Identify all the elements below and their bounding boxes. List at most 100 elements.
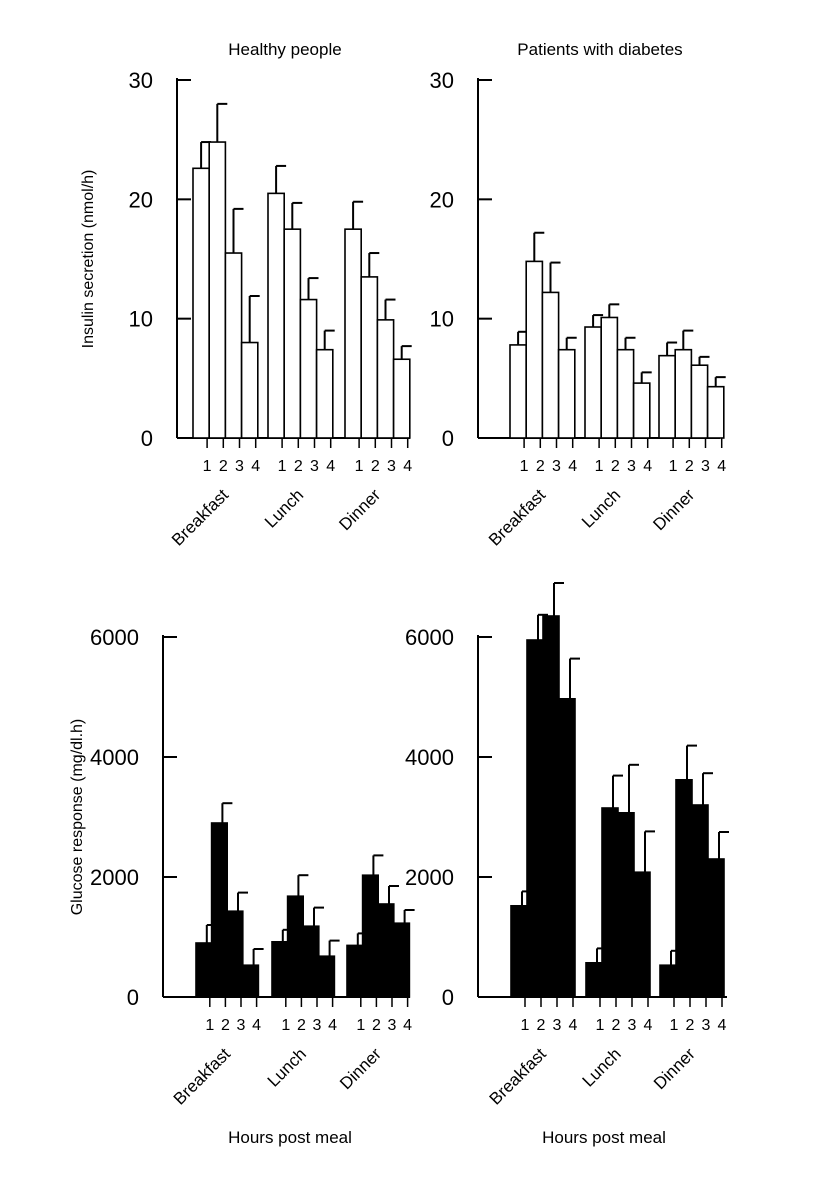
hour-label: 2 bbox=[219, 458, 228, 475]
y-tick-label: 0 bbox=[442, 426, 454, 451]
hour-label: 3 bbox=[237, 1017, 246, 1034]
bar-lunch-hour-2 bbox=[286, 895, 305, 998]
bar-lunch-hour-4 bbox=[632, 382, 651, 439]
hour-label: 2 bbox=[612, 1017, 621, 1034]
bar-dinner-hour-2 bbox=[674, 348, 693, 439]
bar-lunch-hour-1 bbox=[585, 961, 603, 998]
bar-lunch-hour-4 bbox=[317, 955, 336, 998]
y-tick-label: 10 bbox=[430, 307, 454, 332]
bar-dinner-hour-4 bbox=[392, 358, 411, 439]
hour-label: 2 bbox=[371, 458, 380, 475]
bar-breakfast-hour-3 bbox=[541, 291, 560, 439]
bar-breakfast-hour-2 bbox=[526, 639, 544, 998]
y-tick-label: 30 bbox=[129, 68, 153, 93]
bar-breakfast-hour-1 bbox=[510, 904, 528, 998]
hour-label: 1 bbox=[356, 1017, 365, 1034]
hour-label: 1 bbox=[203, 458, 212, 475]
hour-label: 3 bbox=[388, 1017, 397, 1034]
hour-label: 2 bbox=[686, 1017, 695, 1034]
y-tick-label: 4000 bbox=[90, 745, 139, 770]
hour-label: 3 bbox=[702, 1017, 711, 1034]
hour-label: 2 bbox=[685, 458, 694, 475]
y-tick-label: 6000 bbox=[90, 625, 139, 650]
bar-breakfast-hour-2 bbox=[525, 260, 544, 439]
bar-dinner-hour-4 bbox=[706, 385, 725, 439]
bar-breakfast-hour-3 bbox=[226, 910, 244, 998]
bar-dinner-hour-1 bbox=[344, 228, 363, 439]
hour-label: 1 bbox=[521, 1017, 530, 1034]
hour-label: 4 bbox=[643, 458, 652, 475]
panel-title-diabetes: Patients with diabetes bbox=[517, 40, 682, 59]
x-axis-label-right: Hours post meal bbox=[542, 1128, 666, 1147]
hour-label: 2 bbox=[536, 458, 545, 475]
bar-dinner-hour-1 bbox=[346, 944, 364, 998]
y-axis-label-insulin: Insulin secretion (nmol/h) bbox=[80, 170, 97, 349]
hour-label: 4 bbox=[326, 458, 335, 475]
bar-breakfast-hour-4 bbox=[242, 964, 260, 998]
hour-label: 2 bbox=[611, 458, 620, 475]
y-axis-label-glucose: Glucose response (mg/dl.h) bbox=[69, 719, 86, 916]
bar-dinner-hour-1 bbox=[659, 964, 677, 998]
hour-label: 3 bbox=[627, 458, 636, 475]
bar-dinner-hour-2 bbox=[360, 276, 379, 439]
hour-label: 4 bbox=[569, 1017, 578, 1034]
bar-dinner-hour-2 bbox=[361, 874, 380, 998]
hour-label: 1 bbox=[669, 458, 678, 475]
bar-breakfast-hour-4 bbox=[240, 341, 259, 439]
hour-label: 1 bbox=[355, 458, 364, 475]
hour-label: 2 bbox=[537, 1017, 546, 1034]
hour-label: 4 bbox=[403, 458, 412, 475]
bar-dinner-hour-1 bbox=[658, 354, 677, 439]
bar-lunch-hour-4 bbox=[633, 871, 651, 998]
bar-lunch-hour-3 bbox=[302, 925, 320, 998]
bar-lunch-hour-3 bbox=[616, 348, 635, 439]
panel-title-healthy: Healthy people bbox=[228, 40, 341, 59]
bar-breakfast-hour-3 bbox=[542, 615, 560, 998]
hour-label: 2 bbox=[221, 1017, 230, 1034]
y-tick-label: 0 bbox=[442, 985, 454, 1010]
hour-label: 4 bbox=[644, 1017, 653, 1034]
bar-breakfast-hour-4 bbox=[557, 348, 576, 439]
bar-lunch-hour-1 bbox=[267, 192, 286, 439]
hour-label: 3 bbox=[313, 1017, 322, 1034]
bar-dinner-hour-3 bbox=[376, 319, 395, 439]
bar-dinner-hour-4 bbox=[392, 922, 411, 998]
hour-label: 4 bbox=[251, 458, 260, 475]
bar-breakfast-hour-3 bbox=[224, 252, 243, 439]
bar-breakfast-hour-2 bbox=[210, 822, 229, 998]
bar-dinner-hour-3 bbox=[691, 804, 709, 998]
bar-lunch-hour-1 bbox=[271, 940, 289, 998]
hour-label: 3 bbox=[387, 458, 396, 475]
bar-lunch-hour-3 bbox=[299, 298, 318, 439]
bar-lunch-hour-1 bbox=[584, 326, 603, 439]
bar-breakfast-hour-4 bbox=[558, 697, 576, 998]
bar-lunch-hour-2 bbox=[600, 316, 619, 439]
hour-label: 3 bbox=[552, 458, 561, 475]
hour-label: 4 bbox=[252, 1017, 261, 1034]
hour-label: 2 bbox=[297, 1017, 306, 1034]
hour-label: 1 bbox=[520, 458, 529, 475]
hour-label: 1 bbox=[596, 1017, 605, 1034]
hour-label: 3 bbox=[235, 458, 244, 475]
bar-breakfast-hour-1 bbox=[195, 942, 213, 998]
bar-lunch-hour-2 bbox=[283, 228, 302, 439]
bar-breakfast-hour-2 bbox=[208, 141, 227, 439]
hour-label: 4 bbox=[568, 458, 577, 475]
bar-lunch-hour-4 bbox=[315, 348, 334, 439]
hour-label: 4 bbox=[403, 1017, 412, 1034]
hour-label: 3 bbox=[701, 458, 710, 475]
hour-label: 4 bbox=[718, 1017, 727, 1034]
bar-dinner-hour-4 bbox=[707, 858, 725, 998]
y-tick-label: 30 bbox=[430, 68, 454, 93]
y-tick-label: 4000 bbox=[405, 745, 454, 770]
hour-label: 1 bbox=[281, 1017, 290, 1034]
y-tick-label: 2000 bbox=[405, 865, 454, 890]
hour-label: 3 bbox=[553, 1017, 562, 1034]
y-tick-label: 20 bbox=[129, 187, 153, 212]
hour-label: 1 bbox=[670, 1017, 679, 1034]
hour-label: 2 bbox=[294, 458, 303, 475]
y-tick-label: 6000 bbox=[405, 625, 454, 650]
y-tick-label: 20 bbox=[430, 187, 454, 212]
